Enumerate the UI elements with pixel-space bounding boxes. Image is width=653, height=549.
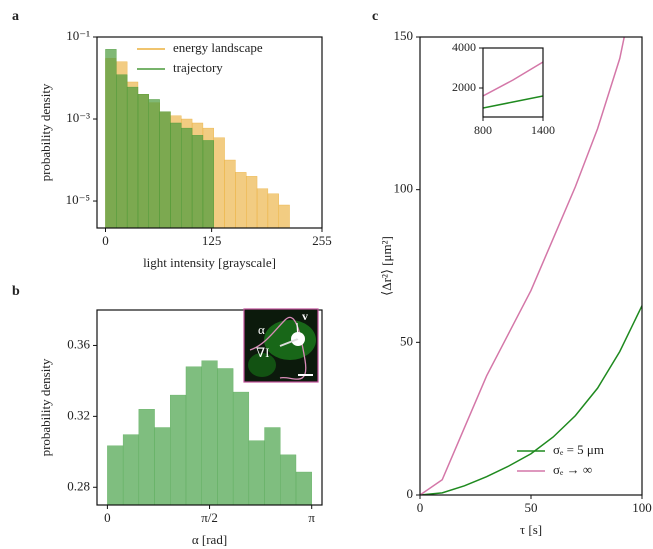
y-tick-label: 50: [400, 333, 413, 348]
line: [420, 37, 625, 495]
bar: [148, 99, 160, 228]
panel-label: c: [372, 9, 378, 24]
y-tick-label: 0.28: [67, 478, 90, 493]
y-axis-label: ⟨Δr²⟩ [μm²]: [379, 236, 394, 296]
bar: [181, 127, 193, 228]
bar: [248, 440, 265, 505]
y-tick-label: 150: [394, 28, 414, 43]
bar: [280, 454, 297, 505]
inset-label: ∇I: [256, 345, 269, 360]
bar: [185, 366, 202, 505]
y-tick-label: 100: [394, 181, 414, 196]
bar: [256, 188, 269, 228]
bar: [170, 122, 182, 228]
bar: [138, 409, 155, 505]
inset-glow: [264, 320, 316, 360]
bar: [159, 111, 171, 228]
y-tick-label: 0.36: [67, 336, 90, 351]
bar: [107, 445, 124, 505]
bar: [213, 137, 225, 228]
x-axis-label: τ [s]: [520, 522, 542, 537]
bar: [217, 368, 234, 505]
line: [483, 95, 543, 109]
inset-label: α: [258, 322, 265, 337]
x-tick-label: 1400: [531, 123, 555, 137]
bar: [116, 74, 128, 228]
bar: [170, 394, 187, 505]
panel: 0 125 255 10⁻⁵ 10⁻³ 10⁻¹ a light intensity [gra…: [12, 9, 332, 270]
x-axis-label: light intensity [grayscale]: [143, 255, 276, 270]
marks: [105, 49, 290, 228]
x-tick-label: π/2: [201, 510, 218, 525]
y-tick-label: 4000: [452, 40, 476, 54]
x-tick-label: 0: [102, 233, 109, 248]
marks: [420, 37, 642, 495]
legend-label: energy landscape: [173, 40, 263, 55]
bar: [295, 471, 312, 505]
inset-image: α v ∇I: [243, 308, 319, 383]
legend-label: trajectory: [173, 60, 223, 75]
bar: [278, 204, 290, 228]
x-tick-label: 100: [632, 500, 652, 515]
inset-arrow: [279, 338, 299, 347]
y-tick-label: 10⁻¹: [66, 28, 90, 43]
inset-label: v: [302, 309, 308, 323]
bar: [232, 391, 250, 505]
bar: [224, 159, 236, 228]
panel: 0 π/2 π 0.28 0.32 0.36 b α [rad] probability den…: [12, 284, 323, 547]
panel: 800 1400 2000 4000: [452, 40, 555, 137]
x-tick-label: 800: [474, 123, 492, 137]
y-tick-label: 10⁻³: [66, 110, 90, 125]
x-axis-label: α [rad]: [192, 532, 227, 547]
axes-frame: [482, 47, 544, 118]
legend-label: σₑ → ∞: [553, 462, 592, 477]
line: [420, 305, 642, 495]
y-tick-label: 10⁻⁵: [66, 192, 90, 207]
y-tick-label: 0.32: [67, 407, 90, 422]
x-tick-label: 0: [417, 500, 424, 515]
x-tick-label: π: [308, 510, 315, 525]
axes-frame: [96, 36, 323, 229]
inset-glow: [248, 353, 276, 377]
y-axis-label: probability density: [38, 83, 53, 181]
line: [483, 61, 543, 97]
bar: [154, 427, 171, 505]
y-tick-label: 2000: [452, 80, 476, 94]
x-tick-label: 125: [202, 233, 222, 248]
bar: [191, 135, 204, 228]
marks: [107, 360, 312, 505]
bar: [126, 86, 139, 228]
y-tick-label: 0: [407, 486, 414, 501]
bar: [264, 427, 281, 505]
panel: 0 50 100 0 50 100 150 c τ [s] ⟨Δr²⟩ [μm²] σₑ = 5 μ…: [372, 9, 652, 537]
panel-label: a: [12, 9, 19, 24]
inset-trace: [249, 316, 307, 380]
marks: [483, 61, 543, 109]
bar: [246, 176, 258, 228]
inset-arrow: [296, 322, 299, 340]
bar: [122, 434, 140, 505]
x-tick-label: 50: [525, 500, 538, 515]
legend-label: σₑ = 5 μm: [553, 442, 604, 457]
x-tick-label: 0: [104, 510, 111, 525]
bar: [201, 360, 218, 505]
x-tick-label: 255: [312, 233, 332, 248]
y-axis-label: probability density: [38, 358, 53, 456]
bar: [235, 172, 247, 228]
bar: [105, 49, 117, 228]
bar: [137, 94, 149, 228]
bar: [202, 140, 214, 228]
bar: [267, 193, 279, 228]
panel-label: b: [12, 284, 20, 299]
